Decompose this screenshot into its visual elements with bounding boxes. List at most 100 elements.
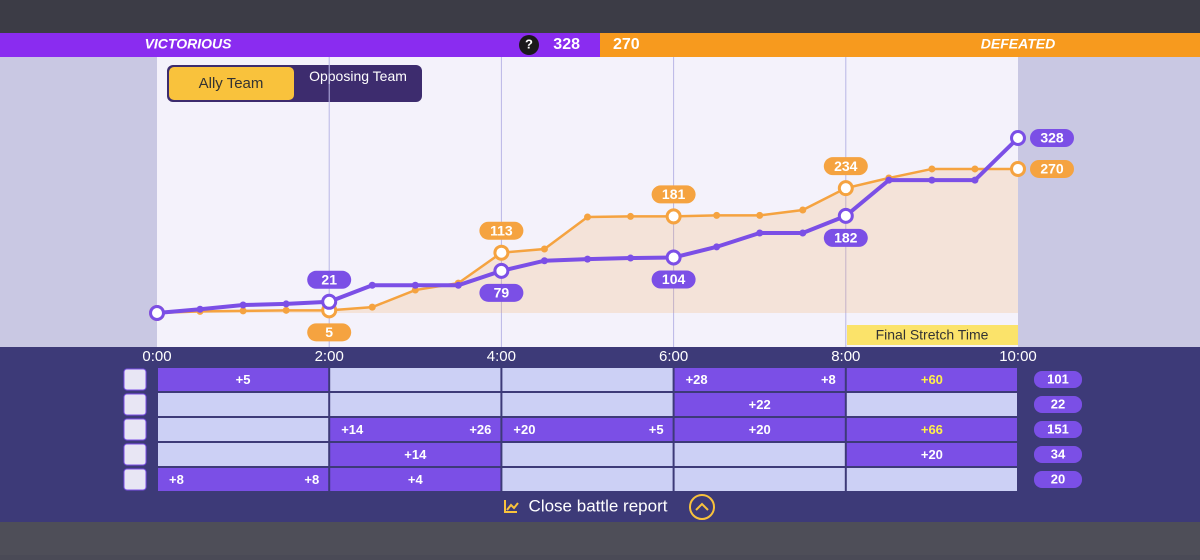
score-cell [674,418,845,441]
score-entry: +20 [513,422,535,437]
data-point [1010,160,1026,177]
value-label: 79 [494,285,510,301]
score-entry: +5 [236,372,251,387]
score-cell [502,368,673,391]
area [157,168,1018,313]
score-entry: +5 [649,422,664,437]
score-entry: +4 [408,472,424,487]
score-entry: +20 [921,447,943,462]
help-icon-text: ? [525,36,533,51]
score-cell [502,418,673,441]
data-point [756,211,764,219]
data-point [149,305,165,321]
value-label: 234 [834,158,858,174]
score-entry: +66 [921,422,943,437]
data-point [713,211,721,219]
data-point [239,307,247,315]
data-point [196,305,204,313]
total-pill [1034,421,1082,438]
value-pill [307,323,352,342]
score-cell [674,443,845,466]
tab-opposing[interactable]: Opposing Team [296,66,420,102]
data-point [928,176,936,184]
tab-ally[interactable] [169,67,294,100]
total-score: 20 [1051,471,1065,486]
collapse-icon[interactable] [689,494,715,520]
player-icon [123,368,147,391]
score-entry: +28 [686,372,708,387]
data-point [368,303,376,311]
x-tick-label: 8:00 [831,348,860,365]
score-cell [158,368,329,391]
data-point [584,255,591,263]
value-label: 182 [834,230,858,246]
data-point [368,281,376,289]
data-point [411,281,419,289]
data-point [282,306,290,314]
data-point [713,243,721,251]
right-score: 270 [613,36,640,53]
data-point [493,244,510,261]
score-cell [846,418,1017,441]
value-pill [479,221,524,240]
data-point [411,286,419,294]
help-icon[interactable] [519,35,539,55]
tab-ally-label: Ally Team [199,75,264,92]
total-score: 22 [1051,396,1065,411]
score-cell [158,393,329,416]
x-tick-label: 10:00 [999,348,1037,365]
total-score: 34 [1051,446,1066,461]
data-point [627,212,635,220]
close-report-button[interactable]: Close battle report [529,496,668,515]
score-entry: +60 [921,372,943,387]
total-pill [1034,371,1082,388]
score-entry: +26 [469,422,491,437]
chart-area [157,57,1018,347]
player-icon [123,393,147,416]
x-tick-label: 6:00 [659,348,688,365]
total-pill [1034,396,1082,413]
left-score: 328 [553,36,580,53]
score-cell [158,468,329,491]
value-pill [1030,129,1074,147]
value-pill [479,283,524,302]
value-label: 21 [321,271,337,287]
footer-bar [0,490,1200,522]
score-cell [158,443,329,466]
score-cell [674,468,845,491]
total-pill [1034,446,1082,463]
total-pill [1034,471,1082,488]
data-point [756,229,764,237]
player-icon [123,468,147,491]
value-pill [823,157,868,176]
total-score: 101 [1047,371,1069,386]
axis-band [0,347,1200,367]
score-cell [846,393,1017,416]
value-pill [1030,159,1074,178]
data-point [584,213,591,221]
value-pill [651,185,696,204]
value-label: 328 [1040,130,1064,146]
x-tick-label: 0:00 [142,348,171,365]
final-stretch-label: Final Stretch Time [876,327,989,343]
final-stretch-badge [847,325,1018,345]
data-point [1010,130,1026,146]
score-entry: +8 [169,472,184,487]
data-point [493,262,510,279]
value-label: 181 [662,186,686,202]
score-cell [502,443,673,466]
data-point [799,206,807,214]
value-label: 270 [1040,161,1064,177]
score-cell [846,468,1017,491]
top-backdrop [0,0,1200,33]
chart: 21 79 104 182 328 5 113 181 234 270 [149,57,1074,347]
player-icon [123,443,147,466]
data-point [540,245,548,253]
value-label: 113 [490,222,513,238]
score-entry: +14 [341,422,364,437]
score-entry: +20 [749,422,771,437]
tab-opposing-label: Opposing Team [309,68,407,84]
score-entry: +8 [821,372,836,387]
